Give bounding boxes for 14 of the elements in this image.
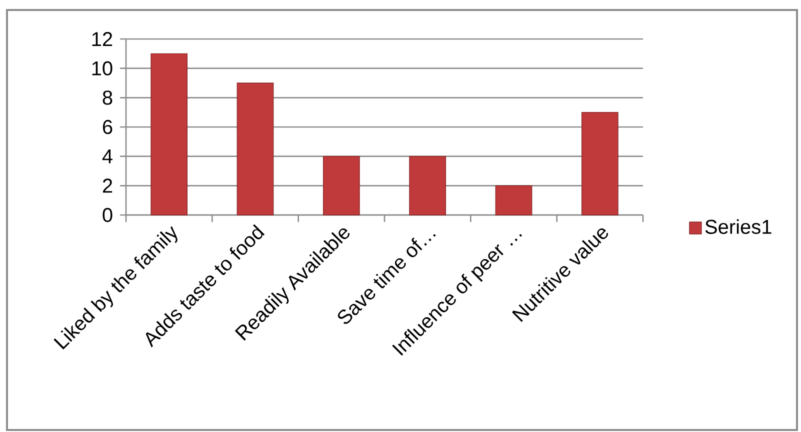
bar	[236, 82, 274, 216]
bar	[581, 112, 618, 216]
y-tick-label: 12	[92, 32, 112, 46]
y-tick-label: 0	[102, 208, 112, 222]
bar	[322, 156, 360, 216]
bar	[409, 156, 446, 216]
y-tick-label: 8	[102, 90, 112, 105]
y-tick-label: 2	[102, 178, 112, 193]
bar	[150, 53, 188, 216]
y-tick-label: 4	[102, 149, 112, 164]
y-tick-label: 6	[102, 120, 112, 134]
y-tick-label: 10	[92, 61, 112, 76]
legend-label: Series1	[705, 219, 772, 234]
bar	[495, 185, 532, 216]
